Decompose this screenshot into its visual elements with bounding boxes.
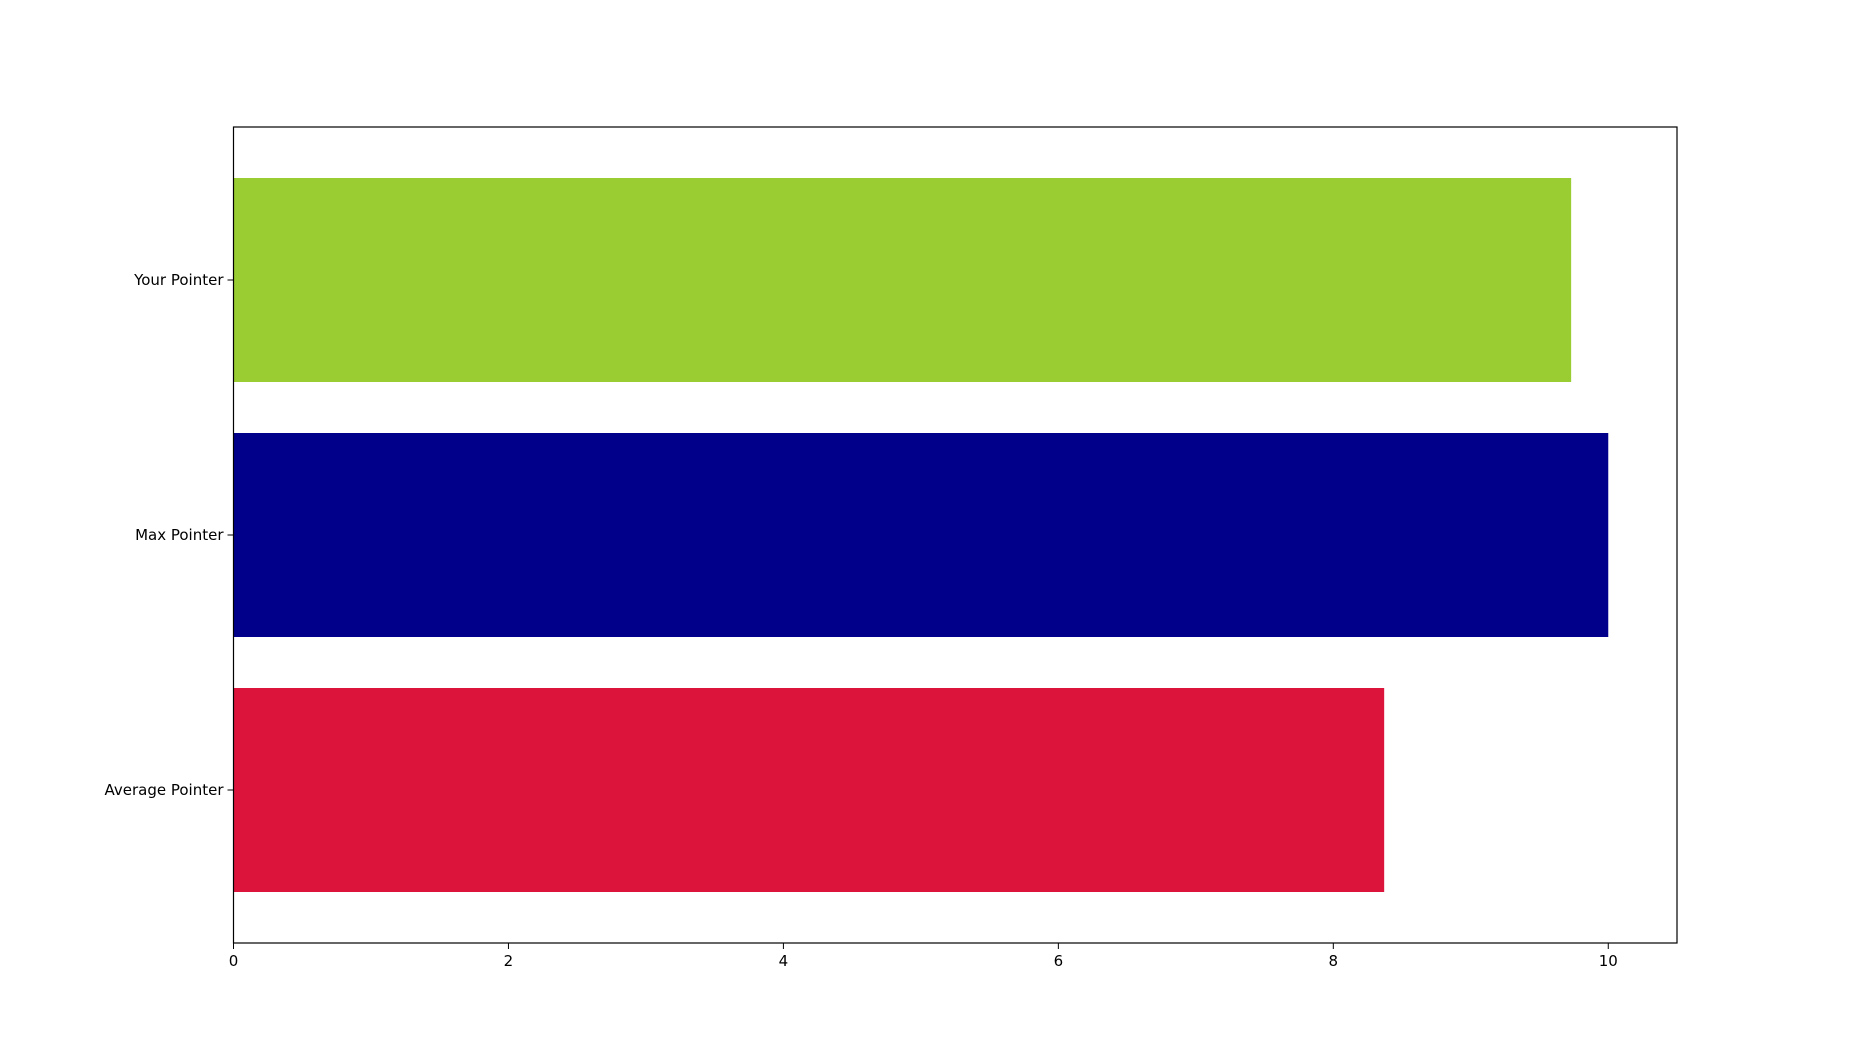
y-tick-label: Your Pointer (133, 271, 224, 289)
x-tick-label: 4 (779, 952, 789, 970)
bar-max-pointer (233, 433, 1609, 637)
y-tick-label: Max Pointer (135, 526, 224, 544)
bar-average-pointer (233, 688, 1385, 892)
x-tick-label: 6 (1054, 952, 1064, 970)
plot-frame (232, 126, 1678, 944)
y-tick-label: Average Pointer (104, 781, 224, 799)
x-axis: 0 2 4 6 8 10 (229, 943, 1618, 970)
bars-group (233, 178, 1609, 892)
x-tick-label: 2 (504, 952, 514, 970)
bar-your-pointer (233, 178, 1572, 382)
x-tick-label: 0 (229, 952, 239, 970)
x-tick-label: 10 (1599, 952, 1618, 970)
y-axis: Average Pointer Max Pointer Your Pointer (104, 271, 234, 799)
x-tick-label: 8 (1329, 952, 1339, 970)
